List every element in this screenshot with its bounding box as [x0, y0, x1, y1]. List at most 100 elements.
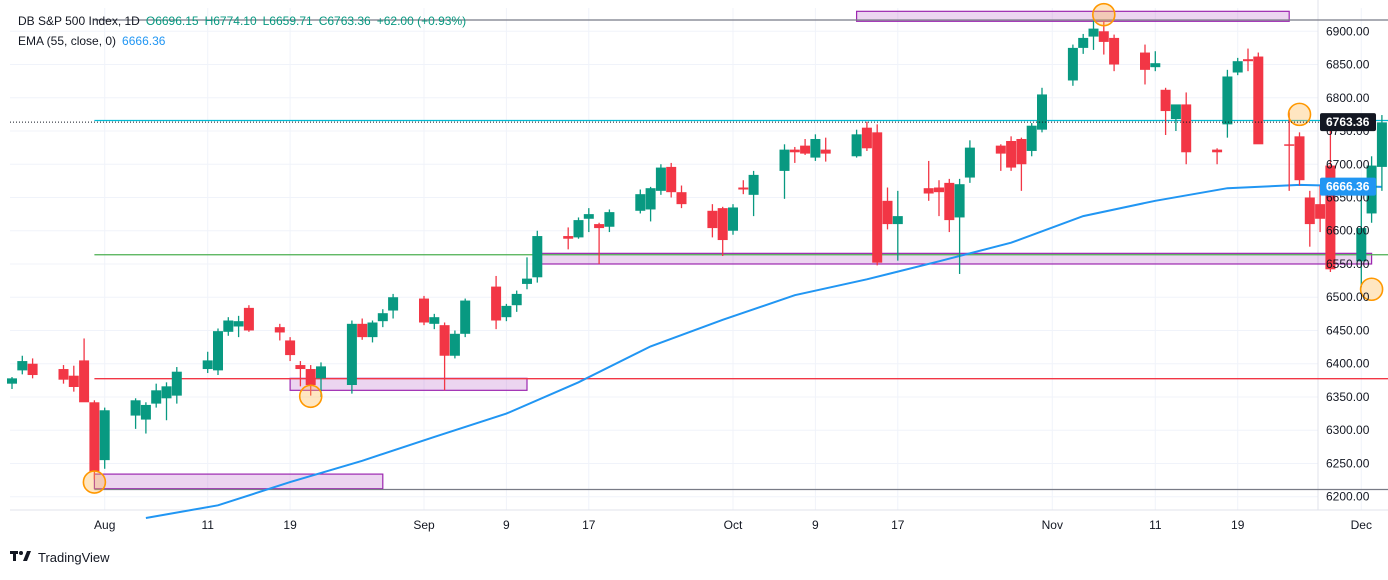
candle — [213, 328, 223, 375]
time-tick-label: 19 — [1231, 518, 1245, 532]
time-tick-label: 9 — [812, 518, 819, 532]
candle — [707, 204, 717, 237]
candle-body — [357, 324, 367, 337]
candle-body — [574, 220, 584, 237]
candle — [738, 180, 748, 194]
candle-body — [800, 146, 810, 154]
candle — [1006, 136, 1016, 171]
candle-body — [1284, 144, 1294, 146]
candle-body — [1109, 38, 1119, 65]
candle-body — [666, 167, 676, 192]
time-axis[interactable]: Aug 11 19 Sep 9 17 Oct 9 17 Nov 11 19 Dec — [94, 518, 1372, 532]
candle — [223, 317, 233, 336]
price-axis[interactable]: 6200.00 6250.00 6300.00 6350.00 6400.00 6450.… — [1326, 24, 1370, 503]
candlestick-series — [7, 21, 1387, 480]
candle-body — [491, 287, 501, 321]
candle — [141, 402, 151, 433]
change-value: +62.00 (+0.93%) — [377, 14, 466, 28]
candle-body — [924, 188, 934, 193]
candle-body — [151, 390, 161, 403]
candle — [1295, 132, 1305, 185]
candle-body — [1089, 29, 1099, 37]
candle-body — [316, 366, 326, 378]
price-tick-label: 6850.00 — [1326, 58, 1370, 72]
legend-ema-row: EMA (55, close, 0) 6666.36 — [18, 34, 171, 48]
brand-name: TradingView — [38, 550, 110, 565]
candle — [1068, 45, 1078, 86]
candle-body — [378, 313, 388, 321]
candle-body — [1037, 94, 1047, 129]
candle — [646, 187, 656, 222]
candle-body — [244, 308, 254, 331]
candle-body — [89, 402, 99, 471]
price-tick-label: 6450.00 — [1326, 323, 1370, 337]
candle — [450, 330, 460, 358]
candle — [574, 217, 584, 238]
ema-label[interactable]: EMA (55, close, 0) — [18, 34, 116, 48]
candle-body — [1295, 136, 1305, 180]
candle-body — [275, 327, 285, 332]
candle — [285, 337, 295, 361]
candle — [1027, 123, 1037, 156]
candle-body — [738, 188, 748, 190]
candle-body — [79, 360, 89, 402]
candle-body — [450, 334, 460, 356]
candle-body — [1315, 204, 1325, 219]
candle-body — [17, 361, 27, 370]
symbol-label[interactable]: DB S&P 500 Index, 1D — [18, 14, 140, 28]
candle — [1284, 112, 1294, 190]
candle — [1037, 88, 1047, 133]
candle-body — [512, 294, 522, 305]
price-tick-label: 6300.00 — [1326, 423, 1370, 437]
candle-body — [131, 400, 141, 415]
candle-body — [1377, 122, 1387, 167]
ema-line — [146, 185, 1382, 518]
candle — [203, 352, 213, 373]
price-tick-label: 6500.00 — [1326, 290, 1370, 304]
candle — [790, 147, 800, 163]
candle-body — [7, 378, 17, 383]
candle-body — [749, 175, 759, 195]
time-tick-label: 17 — [891, 518, 905, 532]
candle — [162, 382, 172, 420]
candle-body — [28, 364, 38, 375]
candle-body — [460, 301, 470, 334]
candle-body — [368, 322, 378, 337]
candle-body — [429, 317, 439, 324]
candle-body — [59, 369, 69, 380]
legend-symbol-row: DB S&P 500 Index, 1D O6696.15 H6774.10 L665… — [18, 14, 472, 28]
candle-body — [1150, 63, 1160, 67]
time-tick-label: Aug — [94, 518, 115, 532]
candle-body — [1243, 59, 1253, 61]
price-tick-label: 6350.00 — [1326, 390, 1370, 404]
last-price-badge: 6763.36 — [1320, 113, 1376, 131]
candle-body — [646, 188, 656, 209]
candle-body — [707, 211, 717, 228]
candle — [1212, 148, 1222, 164]
ema-price-badge: 6666.36 — [1320, 178, 1376, 196]
marker-circle — [300, 385, 322, 407]
candle — [944, 179, 954, 232]
brand-footer[interactable]: TradingView — [10, 549, 110, 566]
candle-body — [1078, 38, 1088, 48]
candle — [1150, 51, 1160, 71]
candle-body — [1233, 61, 1243, 72]
candle — [800, 139, 810, 155]
ema-value: 6666.36 — [122, 34, 165, 48]
price-tick-label: 6200.00 — [1326, 490, 1370, 504]
candle — [368, 321, 378, 343]
candle — [131, 398, 141, 429]
price-tick-label: 6250.00 — [1326, 456, 1370, 470]
candle-body — [1027, 126, 1037, 151]
candle — [883, 188, 893, 230]
candle — [1305, 191, 1315, 247]
candle — [1140, 45, 1150, 85]
candle — [1243, 49, 1253, 72]
candle-body — [532, 236, 542, 277]
candle — [1161, 88, 1171, 135]
candle — [718, 207, 728, 256]
candle — [656, 164, 666, 195]
candle-body — [419, 299, 429, 323]
